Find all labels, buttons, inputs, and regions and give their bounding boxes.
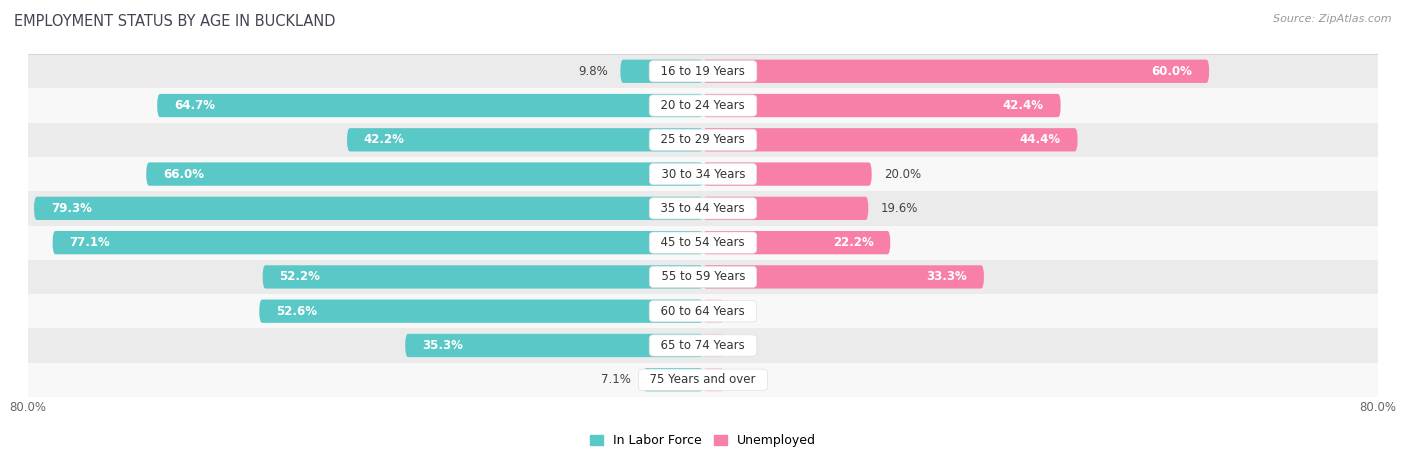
FancyBboxPatch shape: [157, 94, 703, 117]
Text: 35.3%: 35.3%: [422, 339, 463, 352]
Text: 0.0%: 0.0%: [716, 373, 745, 386]
Text: 0.0%: 0.0%: [716, 305, 745, 318]
Text: 0.0%: 0.0%: [716, 339, 745, 352]
Text: Source: ZipAtlas.com: Source: ZipAtlas.com: [1274, 14, 1392, 23]
Text: 60 to 64 Years: 60 to 64 Years: [654, 305, 752, 318]
FancyBboxPatch shape: [703, 197, 869, 220]
FancyBboxPatch shape: [405, 334, 703, 357]
Text: 33.3%: 33.3%: [927, 271, 967, 283]
Text: 20.0%: 20.0%: [884, 168, 921, 180]
Text: 66.0%: 66.0%: [163, 168, 204, 180]
Text: 25 to 29 Years: 25 to 29 Years: [654, 133, 752, 146]
FancyBboxPatch shape: [703, 128, 1077, 152]
Text: 60.0%: 60.0%: [1152, 65, 1192, 78]
Text: 7.1%: 7.1%: [600, 373, 630, 386]
Text: 52.2%: 52.2%: [280, 271, 321, 283]
Text: 77.1%: 77.1%: [69, 236, 110, 249]
Bar: [28, 226, 1378, 260]
Text: 79.3%: 79.3%: [51, 202, 91, 215]
Text: 64.7%: 64.7%: [174, 99, 215, 112]
Bar: [28, 157, 1378, 191]
Text: 52.6%: 52.6%: [276, 305, 318, 318]
FancyBboxPatch shape: [703, 94, 1060, 117]
Text: 35 to 44 Years: 35 to 44 Years: [654, 202, 752, 215]
Bar: [28, 294, 1378, 328]
FancyBboxPatch shape: [347, 128, 703, 152]
FancyBboxPatch shape: [259, 299, 703, 323]
Bar: [28, 123, 1378, 157]
Text: 42.2%: 42.2%: [364, 133, 405, 146]
FancyBboxPatch shape: [703, 334, 724, 357]
Text: 16 to 19 Years: 16 to 19 Years: [654, 65, 752, 78]
Bar: [28, 328, 1378, 363]
Text: 75 Years and over: 75 Years and over: [643, 373, 763, 386]
FancyBboxPatch shape: [703, 231, 890, 254]
Bar: [28, 363, 1378, 397]
Text: 9.8%: 9.8%: [578, 65, 607, 78]
FancyBboxPatch shape: [146, 162, 703, 186]
Text: 20 to 24 Years: 20 to 24 Years: [654, 99, 752, 112]
Text: 30 to 34 Years: 30 to 34 Years: [654, 168, 752, 180]
Text: EMPLOYMENT STATUS BY AGE IN BUCKLAND: EMPLOYMENT STATUS BY AGE IN BUCKLAND: [14, 14, 336, 28]
Bar: [28, 88, 1378, 123]
FancyBboxPatch shape: [643, 368, 703, 391]
FancyBboxPatch shape: [703, 60, 1209, 83]
FancyBboxPatch shape: [703, 265, 984, 289]
FancyBboxPatch shape: [34, 197, 703, 220]
Text: 65 to 74 Years: 65 to 74 Years: [654, 339, 752, 352]
FancyBboxPatch shape: [703, 162, 872, 186]
Bar: [28, 191, 1378, 226]
Text: 42.4%: 42.4%: [1002, 99, 1043, 112]
Text: 19.6%: 19.6%: [882, 202, 918, 215]
Text: 44.4%: 44.4%: [1019, 133, 1060, 146]
FancyBboxPatch shape: [263, 265, 703, 289]
Text: 22.2%: 22.2%: [832, 236, 873, 249]
Text: 45 to 54 Years: 45 to 54 Years: [654, 236, 752, 249]
FancyBboxPatch shape: [52, 231, 703, 254]
Text: 55 to 59 Years: 55 to 59 Years: [654, 271, 752, 283]
FancyBboxPatch shape: [703, 299, 724, 323]
Legend: In Labor Force, Unemployed: In Labor Force, Unemployed: [585, 429, 821, 451]
FancyBboxPatch shape: [620, 60, 703, 83]
FancyBboxPatch shape: [703, 368, 724, 391]
Bar: [28, 260, 1378, 294]
Bar: [28, 54, 1378, 88]
